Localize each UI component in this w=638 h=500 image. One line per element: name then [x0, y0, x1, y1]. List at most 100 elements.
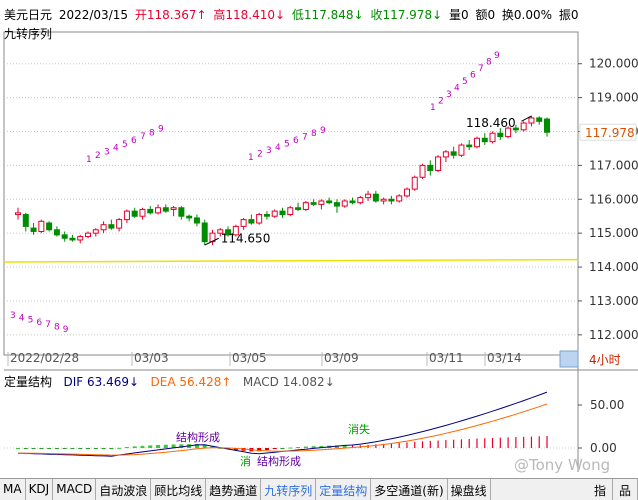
- candle-body: [419, 164, 426, 178]
- candle-body: [100, 224, 107, 231]
- tab-0[interactable]: MA: [0, 479, 26, 500]
- main-plot-frame: [3, 31, 579, 356]
- macd-histogram-bar: [538, 436, 540, 448]
- candle-body: [263, 214, 270, 217]
- nine-seq-digit: 5: [462, 77, 468, 87]
- candle-body: [61, 234, 68, 239]
- macd-histogram-bar: [515, 437, 517, 448]
- dif-line: [17, 391, 548, 457]
- close-label: 收: [370, 8, 383, 22]
- tab-6[interactable]: 九转序列: [261, 479, 317, 500]
- candle-body: [287, 207, 294, 216]
- macd-histogram-bar: [140, 445, 145, 448]
- candle-body: [279, 210, 286, 216]
- macd-tick-label: 50.00: [590, 398, 624, 412]
- amount-value: 额0: [475, 8, 496, 22]
- y-tick-label: 112.000: [589, 328, 638, 342]
- candle-body: [232, 225, 239, 236]
- symbol-title: 美元日元: [4, 8, 53, 22]
- candle-body: [15, 212, 21, 216]
- candle-body: [536, 117, 543, 122]
- macd-histogram-bar: [342, 445, 347, 448]
- macd-header: 定量结构 DIF 63.469↓ DEA 56.428↑ MACD 14.082…: [4, 373, 335, 390]
- macd-histogram-bar: [148, 445, 153, 448]
- candle-body: [333, 202, 340, 207]
- y-tick-label: 113.000: [589, 294, 638, 308]
- nine-seq-digit: 9: [63, 325, 69, 335]
- tab-2[interactable]: MACD: [53, 479, 97, 500]
- tab-right-0[interactable]: 指: [588, 479, 613, 500]
- macd-histogram-bar: [78, 448, 83, 449]
- candle-body: [411, 176, 418, 190]
- macd-histogram-bar: [109, 448, 114, 450]
- tab-bar-right: 指品: [588, 479, 638, 500]
- tab-7[interactable]: 定量结构: [316, 479, 372, 500]
- candle-body: [147, 208, 154, 214]
- candle-body: [38, 220, 45, 232]
- open-label: 开: [134, 8, 147, 22]
- macd-histogram-bar: [124, 447, 129, 449]
- x-tick-label: 03/11: [429, 351, 464, 365]
- candle-body: [544, 118, 550, 133]
- macd-histogram-bar: [117, 447, 122, 449]
- macd-histogram-bar: [484, 438, 486, 448]
- macd-annotation: 结构形成: [257, 454, 301, 468]
- macd-histogram-bar: [54, 448, 59, 449]
- nine-seq-digit: 8: [486, 58, 492, 68]
- nine-seq-digit: 7: [140, 132, 146, 142]
- macd-histogram-bar: [202, 444, 207, 448]
- chart-canvas[interactable]: 120.000119.000118.000117.000116.000115.0…: [0, 0, 638, 478]
- candle-body: [201, 222, 208, 243]
- x-tick-label: 2022/02/28: [10, 351, 79, 365]
- candle-body: [372, 193, 379, 202]
- high-label: 高: [213, 8, 226, 22]
- macd-histogram-bar: [390, 443, 393, 448]
- macd-histogram-bar: [383, 443, 385, 448]
- candle-body: [458, 144, 465, 156]
- candle-body: [155, 207, 162, 214]
- candle-body: [427, 164, 434, 171]
- candle-body: [528, 117, 535, 124]
- high-value: 118.410: [225, 8, 276, 22]
- reference-line: [3, 258, 579, 263]
- nine-seq-digit: 7: [478, 64, 484, 74]
- macd-histogram-bar: [421, 441, 424, 448]
- tab-5[interactable]: 趋势通道: [206, 479, 262, 500]
- tab-right-1[interactable]: 品: [613, 479, 638, 500]
- candle-body: [481, 137, 488, 143]
- candle-body: [108, 224, 115, 229]
- macd-histogram-bar: [476, 438, 478, 448]
- nine-seq-digit: 6: [470, 71, 476, 81]
- dif-label: DIF: [63, 375, 84, 389]
- macd-value: 14.082: [282, 375, 325, 389]
- nine-seq-digit: 5: [28, 316, 34, 326]
- macd-histogram-bar: [280, 448, 285, 449]
- low-mark-label: 114.650: [221, 231, 271, 245]
- high-arrow-icon: ↓: [275, 8, 286, 22]
- macd-histogram-bar: [530, 436, 533, 448]
- y-tick-label: 116.000: [589, 192, 638, 206]
- nine-seq-digit: 3: [10, 311, 16, 321]
- candle-body: [365, 193, 372, 199]
- candle-body: [388, 198, 395, 202]
- tab-9[interactable]: 操盘线: [448, 479, 491, 500]
- macd-histogram-bar: [296, 447, 301, 449]
- macd-histogram-bar: [179, 444, 184, 448]
- tab-3[interactable]: 自动波浪: [96, 479, 152, 500]
- tab-8[interactable]: 多空通道(新): [371, 479, 448, 500]
- nine-seq-digit: 2: [95, 151, 101, 161]
- candle-body: [92, 229, 99, 234]
- candle-body: [380, 198, 387, 202]
- tab-4[interactable]: 顾比均线: [151, 479, 207, 500]
- macd-histogram-bar: [132, 446, 137, 448]
- candle-body: [217, 229, 224, 234]
- tab-1[interactable]: KDJ: [26, 479, 54, 500]
- candle-body: [520, 122, 527, 131]
- macd-histogram-bar: [523, 436, 525, 448]
- macd-histogram-bar: [47, 448, 52, 449]
- candle-body: [403, 188, 410, 197]
- macd-annotation: 消: [240, 454, 251, 468]
- macd-histogram-bar: [257, 448, 262, 452]
- candle-body: [170, 207, 177, 210]
